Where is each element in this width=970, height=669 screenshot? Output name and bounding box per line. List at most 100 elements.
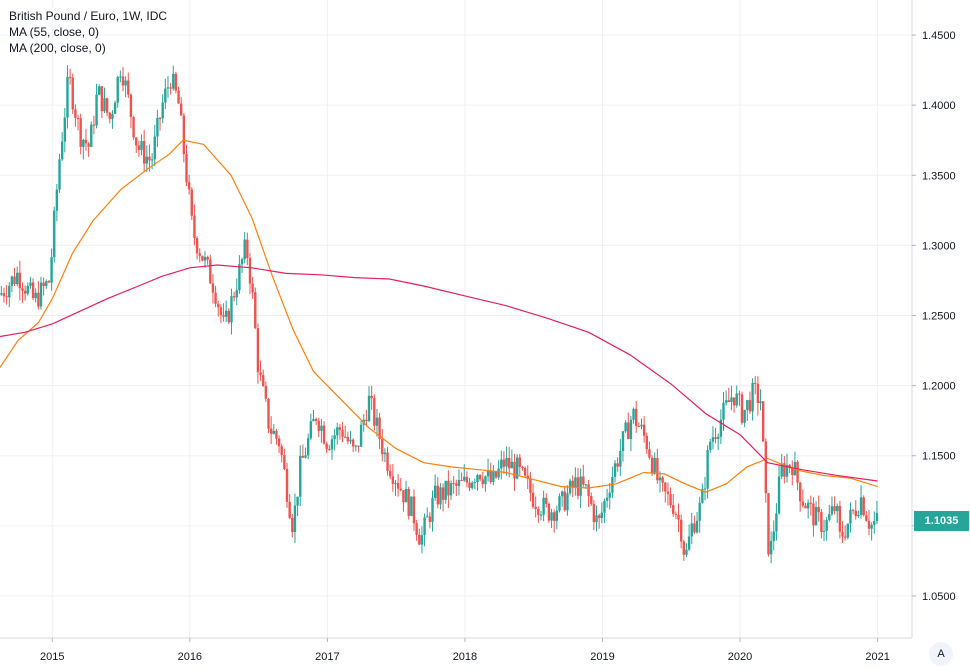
- candle-body-up: [836, 505, 839, 512]
- candle-body-down: [748, 400, 752, 412]
- candle-body-up: [383, 452, 387, 455]
- candle-body-down: [465, 476, 469, 483]
- candle-body-up: [103, 98, 106, 112]
- candle-body-down: [838, 505, 842, 532]
- candle-body-up: [558, 496, 561, 511]
- candle-body-up: [420, 535, 424, 545]
- candle-body-down: [679, 519, 683, 542]
- price-tick-label: 1.2000: [922, 381, 956, 393]
- candle-body-up: [566, 493, 569, 511]
- candle-body-up: [849, 509, 852, 524]
- candle-body-up: [717, 436, 720, 440]
- candle-body-down: [502, 459, 506, 467]
- candle-body-down: [283, 455, 286, 470]
- candle-body-down: [563, 491, 566, 511]
- candle-body-down: [280, 446, 283, 456]
- candle-body-up: [600, 512, 604, 518]
- candle-body-up: [772, 531, 775, 541]
- candle-body-up: [240, 259, 244, 265]
- candle-body-down: [373, 398, 376, 426]
- candle-body-down: [21, 288, 24, 291]
- candle-body-up: [785, 464, 789, 477]
- candle-body-down: [158, 117, 162, 119]
- candle-body-down: [801, 501, 805, 506]
- candle-body-down: [645, 435, 648, 450]
- candle-body-down: [135, 137, 138, 146]
- candle-body-up: [722, 402, 725, 420]
- candle-body-down: [388, 470, 392, 477]
- time-axis[interactable]: 2015 2016 2017 2018 2019 2020 2021: [40, 638, 890, 663]
- candle-body-up: [97, 86, 101, 95]
- candle-body-up: [711, 437, 715, 442]
- auto-scale-button[interactable]: A: [929, 642, 953, 666]
- candle-body-up: [624, 422, 627, 432]
- candle-body-down: [597, 515, 601, 518]
- candle-body-up: [769, 540, 773, 555]
- candle-body-down: [177, 90, 180, 104]
- time-tick-label: 2020: [728, 651, 752, 663]
- candle-body-down: [399, 488, 402, 491]
- price-tick-label: 1.3000: [922, 240, 956, 252]
- candle-body-up: [492, 471, 495, 482]
- candle-body-up: [698, 502, 701, 521]
- candle-body-down: [217, 303, 220, 308]
- price-tick-label: 1.4500: [922, 30, 956, 42]
- candle-body-down: [418, 534, 421, 545]
- candle-body-down: [187, 182, 191, 190]
- candle-body-down: [370, 395, 373, 399]
- candle-body-up: [10, 276, 14, 286]
- candle-body-down: [664, 482, 667, 492]
- candle-body-down: [351, 439, 355, 447]
- candle-body-up: [330, 439, 334, 450]
- candle-body-down: [209, 259, 212, 284]
- candle-body-down: [108, 112, 111, 119]
- candle-body-down: [357, 445, 360, 447]
- candle-body-up: [640, 424, 643, 427]
- candle-body-down: [262, 375, 265, 386]
- candle-body-down: [190, 189, 193, 216]
- candle-body-down: [740, 394, 744, 423]
- candle-body-down: [291, 517, 294, 533]
- candle-body-down: [232, 296, 236, 298]
- candle-body-down: [201, 255, 204, 261]
- symbol-title[interactable]: British Pound / Euro, 1W, IDC: [9, 9, 168, 23]
- candle-body-down: [248, 258, 252, 284]
- candle-body-down: [571, 480, 574, 487]
- candle-body-down: [396, 483, 400, 489]
- candle-body-up: [309, 421, 313, 439]
- candle-body-up: [619, 451, 622, 467]
- ma55-legend[interactable]: MA (55, close, 0): [9, 25, 100, 39]
- candle-body-up: [243, 239, 246, 260]
- candle-body-down: [169, 87, 172, 89]
- candle-body-up: [846, 523, 850, 538]
- candle-body-down: [13, 276, 16, 285]
- candle-body-down: [127, 80, 130, 95]
- candle-body-down: [317, 420, 320, 431]
- candle-body-down: [256, 328, 260, 373]
- candle-body-up: [510, 461, 514, 469]
- candle-body-down: [693, 523, 696, 533]
- candle-body-up: [555, 510, 559, 521]
- candle-body-down: [481, 479, 484, 485]
- candle-body-down: [132, 117, 135, 138]
- candle-body-up: [394, 483, 397, 485]
- candle-body-up: [690, 523, 693, 537]
- candle-body-down: [365, 419, 368, 422]
- candle-body-up: [145, 156, 149, 164]
- candle-body-down: [841, 531, 844, 537]
- candle-body-down: [732, 397, 736, 406]
- candle-body-up: [444, 480, 447, 500]
- ma200-legend[interactable]: MA (200, close, 0): [9, 41, 106, 55]
- candle-body-up: [743, 409, 746, 423]
- candle-body-down: [767, 493, 770, 555]
- candle-body-up: [153, 136, 156, 160]
- candle-body-down: [254, 292, 257, 329]
- candle-body-down: [521, 466, 524, 469]
- price-tick-label: 1.4000: [922, 100, 956, 112]
- candle-body-down: [650, 457, 654, 473]
- candle-body-down: [436, 485, 440, 505]
- candle-body-up: [515, 457, 519, 479]
- candle-body-down: [259, 372, 262, 376]
